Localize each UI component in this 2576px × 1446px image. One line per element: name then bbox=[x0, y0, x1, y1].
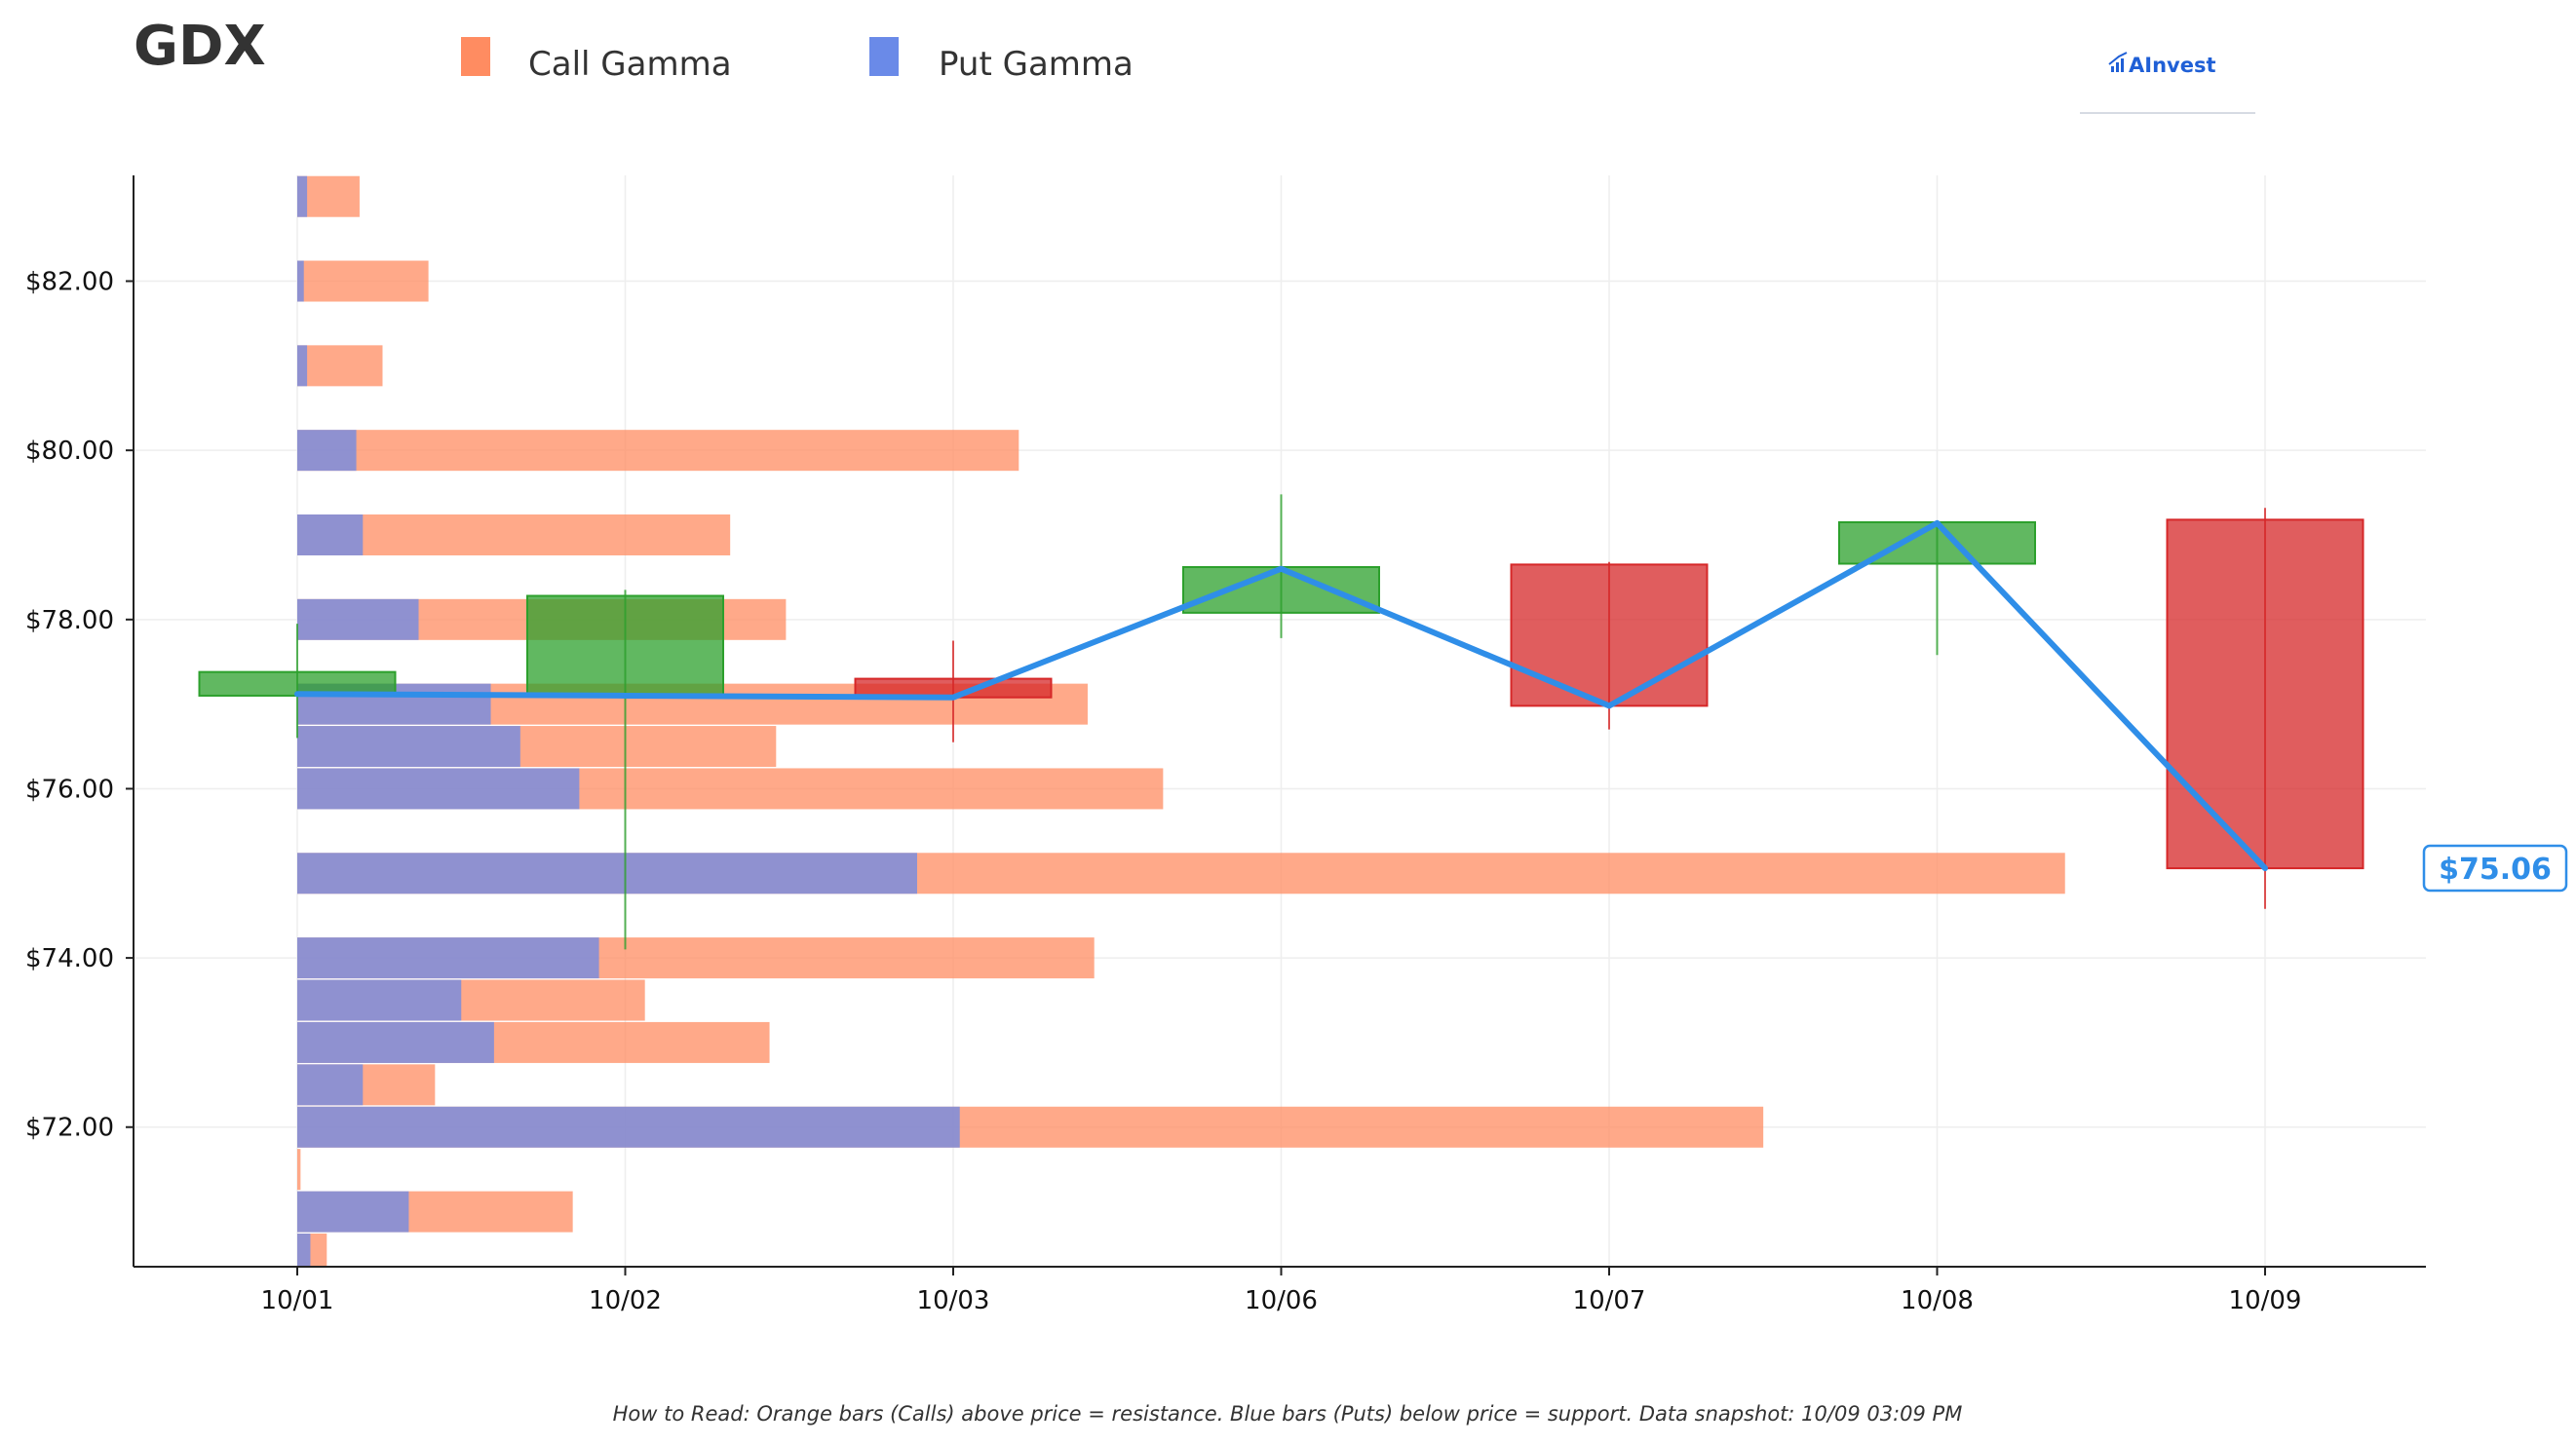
gamma-bars bbox=[297, 175, 2065, 1267]
y-tick-label: $80.00 bbox=[25, 437, 114, 466]
candles bbox=[198, 494, 2365, 950]
legend-label-put: Put Gamma bbox=[939, 45, 1134, 84]
call-gamma-bar bbox=[297, 260, 429, 302]
brand-name: AInvest bbox=[2129, 54, 2216, 77]
put-gamma-bar bbox=[297, 345, 308, 387]
chart-title: GDX bbox=[134, 15, 266, 78]
put-gamma-bar bbox=[297, 768, 580, 810]
y-tick-label: $76.00 bbox=[25, 775, 114, 804]
x-tick-label: 10/03 bbox=[917, 1286, 990, 1315]
call-gamma-bar bbox=[297, 1149, 301, 1191]
put-gamma-bar bbox=[297, 175, 308, 217]
y-tick-label: $82.00 bbox=[25, 268, 114, 297]
axes: $72.00 $74.00 $76.00 $78.00 $80.00 $82.00 10/0… bbox=[25, 175, 2426, 1315]
x-tick-label: 10/06 bbox=[1245, 1286, 1318, 1315]
legend-swatch-put bbox=[869, 37, 899, 76]
legend: Call Gamma Put Gamma bbox=[461, 37, 1134, 84]
call-gamma-bar bbox=[297, 430, 1019, 472]
candle-body bbox=[1838, 520, 2036, 565]
brand-chart-icon bbox=[2108, 52, 2128, 72]
put-gamma-bar bbox=[297, 979, 462, 1021]
footnote: How to Read: Orange bars (Calls) above p… bbox=[613, 1402, 1963, 1426]
y-tick-label: $74.00 bbox=[25, 944, 114, 973]
put-gamma-bar bbox=[297, 853, 917, 894]
put-gamma-bar bbox=[297, 430, 357, 472]
put-gamma-bar bbox=[297, 514, 364, 555]
candle-body bbox=[1510, 563, 1709, 707]
price-badge: $75.06 bbox=[2422, 844, 2568, 893]
put-gamma-bar bbox=[297, 1021, 494, 1063]
legend-label-call: Call Gamma bbox=[528, 45, 732, 84]
call-gamma-bar bbox=[297, 345, 383, 387]
put-gamma-bar bbox=[297, 937, 599, 979]
put-gamma-bar bbox=[297, 598, 419, 640]
price-badge-text: $75.06 bbox=[2439, 853, 2552, 887]
call-gamma-bar bbox=[297, 514, 731, 555]
put-gamma-bar bbox=[297, 1191, 409, 1233]
x-tick-label: 10/09 bbox=[2229, 1286, 2302, 1315]
close-line-layer bbox=[294, 519, 2268, 872]
brand-logo: AInvest bbox=[2080, 52, 2255, 114]
candle-body bbox=[2166, 518, 2365, 870]
close-price-line bbox=[294, 519, 2268, 872]
put-gamma-bar bbox=[297, 1064, 364, 1106]
put-gamma-bar bbox=[297, 1233, 311, 1267]
price-badge-box bbox=[2422, 844, 2568, 893]
call-gamma-bar bbox=[297, 175, 360, 217]
put-gamma-bar bbox=[297, 260, 304, 302]
y-tick-label: $72.00 bbox=[25, 1114, 114, 1143]
x-tick-label: 10/08 bbox=[1901, 1286, 1974, 1315]
y-tick-label: $78.00 bbox=[25, 606, 114, 635]
put-gamma-bar bbox=[297, 726, 520, 768]
candle-body bbox=[526, 594, 724, 697]
x-tick-label: 10/02 bbox=[589, 1286, 662, 1315]
legend-swatch-call bbox=[461, 37, 490, 76]
put-gamma-bar bbox=[297, 1106, 960, 1148]
x-tick-label: 10/07 bbox=[1573, 1286, 1646, 1315]
candle-body bbox=[1182, 565, 1380, 614]
x-tick-label: 10/01 bbox=[261, 1286, 334, 1315]
